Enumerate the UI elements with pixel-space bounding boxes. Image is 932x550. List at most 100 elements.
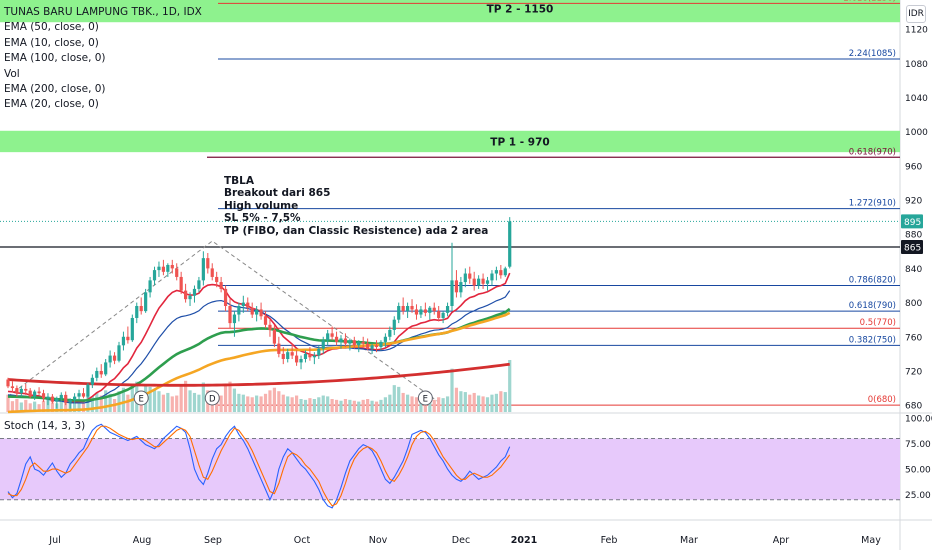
- candle-body: [64, 394, 68, 403]
- stoch-tick: 50.00: [905, 466, 931, 476]
- volume-bar: [419, 399, 423, 412]
- tp-zone-label: TP 2 - 1150: [487, 4, 554, 16]
- volume-bar: [148, 386, 152, 412]
- volume-bar: [468, 394, 472, 412]
- price-label-box: [901, 240, 923, 255]
- candle-body: [255, 309, 259, 315]
- x-axis-tick: Oct: [294, 535, 311, 546]
- candle-body: [215, 276, 219, 283]
- volume-bar: [477, 395, 481, 412]
- volume-bar: [201, 382, 205, 412]
- fib-level-label: 1.272(910): [849, 199, 896, 209]
- fib-level-label: 0.5(770): [860, 318, 896, 328]
- currency-badge[interactable]: IDR: [906, 5, 926, 23]
- tp-zone-label: TP 1 - 970: [490, 136, 549, 148]
- indicator-vol[interactable]: Vol: [4, 67, 20, 80]
- event-marker-label: D: [209, 395, 216, 405]
- y-axis-tick: 760: [905, 333, 922, 343]
- note-line: High volume: [224, 199, 299, 212]
- volume-bar: [152, 389, 157, 412]
- candle-body: [485, 280, 490, 284]
- note-line: Breakout dari 865: [224, 187, 331, 200]
- volume-bar: [303, 399, 308, 412]
- candle-body: [454, 280, 459, 293]
- volume-bar: [339, 400, 343, 412]
- volume-bar: [170, 396, 174, 412]
- x-axis-tick: 2021: [511, 535, 537, 546]
- volume-bar: [450, 368, 454, 412]
- indicator-ema100[interactable]: EMA (100, close, 0): [4, 52, 106, 65]
- candle-body: [299, 359, 303, 363]
- y-axis-tick: 1080: [905, 60, 928, 70]
- candle-body: [104, 362, 108, 375]
- volume-bar: [192, 392, 197, 412]
- candle-body: [223, 288, 228, 307]
- candle-body: [6, 379, 10, 387]
- candle-body: [450, 280, 454, 307]
- candle-body: [46, 396, 50, 399]
- candle-body: [494, 270, 498, 274]
- volume-bar: [441, 398, 445, 412]
- volume-bar: [490, 394, 494, 412]
- stoch-tick: 100.00: [905, 415, 932, 425]
- volume-bar: [379, 399, 383, 412]
- stoch-label[interactable]: Stoch (14, 3, 3): [4, 420, 86, 432]
- candle-body: [68, 400, 72, 403]
- candle-body: [263, 316, 268, 325]
- volume-bar: [108, 393, 112, 412]
- symbol-title: TUNAS BARU LAMPUNG TBK., 1D, IDX: [4, 6, 202, 18]
- candle-body: [419, 309, 423, 315]
- candle-body: [481, 278, 485, 284]
- candle-body: [437, 311, 441, 318]
- candle-body: [24, 388, 28, 391]
- candle-body: [250, 307, 254, 315]
- indicator-ema10[interactable]: EMA (10, close, 0): [4, 36, 99, 49]
- candle-body: [312, 355, 316, 358]
- candle-body: [77, 393, 81, 397]
- candle-body: [392, 319, 396, 330]
- volume-bar: [37, 404, 41, 412]
- candle-body: [33, 391, 37, 397]
- indicator-ema20[interactable]: EMA (20, close, 0): [4, 98, 99, 111]
- chart-legend: TUNAS BARU LAMPUNG TBK., 1D, IDX EMA (50…: [4, 5, 202, 113]
- candle-body: [366, 343, 370, 349]
- candle-body: [397, 306, 401, 320]
- candle-body: [259, 309, 263, 317]
- fib-level-label: 0.618(790): [849, 301, 896, 311]
- candle-body: [228, 306, 232, 324]
- candle-body: [201, 258, 205, 281]
- indicator-ema50[interactable]: EMA (50, close, 0): [4, 21, 99, 34]
- event-marker: [133, 390, 149, 406]
- y-axis-tick: 1120: [905, 26, 928, 36]
- volume-bar: [41, 400, 46, 412]
- volume-bar: [86, 394, 90, 412]
- candle-body: [468, 273, 472, 279]
- stoch-tick: 75.00: [905, 440, 931, 450]
- price-label: 895: [904, 218, 921, 228]
- volume-bar: [228, 381, 232, 412]
- candle-body: [108, 355, 112, 363]
- indicator-ema200[interactable]: EMA (200, close, 0): [4, 83, 106, 96]
- volume-bar: [508, 360, 512, 412]
- candle-body: [277, 343, 281, 354]
- candle-body: [55, 398, 59, 402]
- candle-body: [441, 312, 445, 318]
- volume-bar: [299, 399, 303, 412]
- volume-bar: [24, 399, 28, 412]
- x-axis-tick: Dec: [452, 535, 470, 546]
- candle-body: [10, 386, 15, 389]
- volume-bar: [50, 402, 54, 412]
- volume-bar: [499, 391, 503, 412]
- candle-body: [508, 221, 512, 267]
- volume-bar: [188, 390, 192, 412]
- volume-bar: [184, 380, 188, 412]
- volume-bar: [59, 396, 63, 412]
- analysis-note: TBLA Breakout dari 865 High volume SL 5%…: [224, 175, 488, 237]
- candle-body: [135, 306, 139, 318]
- event-marker-label: E: [423, 395, 428, 405]
- volume-bar: [117, 391, 121, 412]
- candle-body: [170, 264, 174, 269]
- candle-body: [41, 393, 46, 399]
- candle-body: [490, 273, 494, 281]
